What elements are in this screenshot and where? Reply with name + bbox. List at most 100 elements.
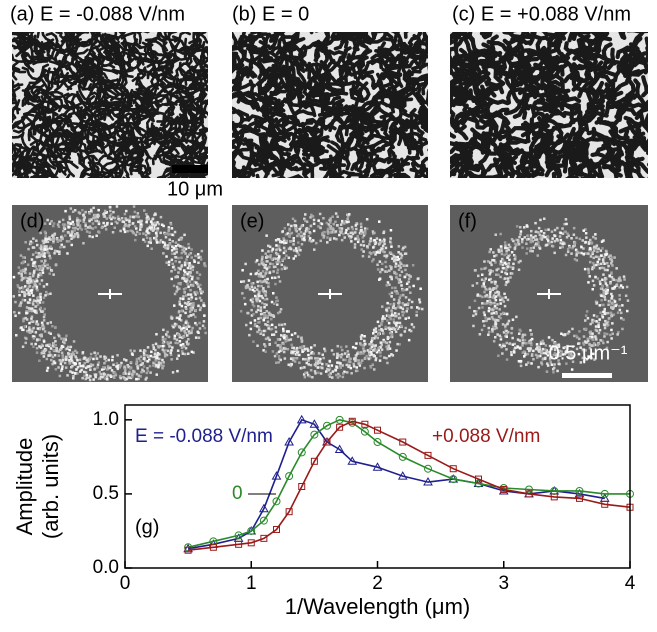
fft-dot	[183, 345, 186, 348]
stripe	[648, 142, 657, 153]
fft-dot	[278, 351, 281, 354]
fft-dot	[92, 207, 95, 210]
stripe	[0, 139, 9, 153]
fft-dot	[272, 292, 275, 295]
fft-dot	[571, 328, 574, 331]
fft-dot	[329, 228, 332, 231]
fft-dot	[62, 354, 65, 357]
fft-dot	[258, 275, 261, 278]
fft-dot	[398, 258, 401, 261]
fft-dot	[175, 260, 178, 263]
fft-dot	[527, 353, 530, 356]
fft-dot	[28, 329, 31, 332]
fft-dot	[71, 365, 74, 368]
fft-dot	[187, 286, 190, 289]
fft-dot	[178, 354, 181, 357]
fft-dot	[190, 298, 193, 301]
fft-dot	[313, 248, 316, 251]
fft-dot	[485, 277, 488, 280]
fft-dot	[298, 362, 301, 365]
fft-dot	[262, 334, 265, 337]
stripe	[591, 26, 604, 34]
fft-dot	[407, 302, 410, 305]
fft-dot	[269, 263, 272, 266]
fft-dot	[245, 324, 248, 327]
stripe	[217, 45, 229, 56]
fft-dot	[389, 318, 392, 321]
fft-dot	[344, 359, 347, 362]
fft-dot	[66, 374, 69, 377]
fft-dot	[44, 260, 47, 263]
fft-dot	[89, 375, 92, 378]
fft-dot	[99, 371, 102, 374]
fft-dot	[75, 368, 78, 371]
fft-dot	[290, 248, 293, 251]
fft-dot	[515, 316, 518, 319]
fft-dot	[264, 272, 267, 275]
fft-dot	[530, 362, 533, 365]
fft-dot	[353, 363, 356, 366]
fft-dot	[88, 235, 91, 238]
stripe	[439, 147, 450, 162]
fft-dot	[177, 282, 180, 285]
fft-dot	[171, 253, 174, 256]
fft-dot	[255, 273, 258, 276]
fft-dot	[481, 274, 484, 277]
fft-dot	[22, 299, 25, 302]
stripe	[242, 178, 250, 195]
fft-dot	[192, 304, 195, 307]
fft-dot	[327, 228, 330, 231]
fft-dot	[333, 353, 336, 356]
fft-dot	[130, 361, 133, 364]
fft-dot	[360, 229, 363, 232]
fft-dot	[379, 271, 382, 274]
fft-dot	[48, 255, 51, 258]
fft-dot	[66, 240, 69, 243]
fft-dot	[168, 345, 171, 348]
fft-dot	[64, 210, 67, 213]
fft-dot	[72, 221, 75, 224]
fft-dot	[372, 258, 375, 261]
fft-dot	[257, 309, 260, 312]
stripe	[243, 182, 262, 186]
fft-dot	[172, 371, 175, 374]
fft-dot	[146, 360, 149, 363]
fft-dot	[578, 338, 581, 341]
fft-dot	[381, 263, 384, 266]
fft-dot	[111, 359, 114, 362]
fft-dot	[404, 269, 407, 272]
fft-dot	[176, 339, 179, 342]
fft-dot	[625, 295, 628, 298]
stripe	[463, 178, 472, 194]
fft-dot	[492, 270, 495, 273]
fft-dot	[619, 298, 622, 301]
fft-dot	[39, 294, 42, 297]
fft-dot	[510, 332, 513, 335]
fft-dot	[616, 283, 619, 286]
fft-dot	[35, 251, 38, 254]
fft-dot	[317, 372, 320, 375]
fft-dot	[112, 211, 115, 214]
stripe	[356, 15, 360, 32]
fft-dot	[39, 272, 42, 275]
stripe	[265, 178, 284, 184]
fft-dot	[331, 364, 334, 367]
fft-dot	[386, 342, 389, 345]
fft-dot	[419, 301, 422, 304]
fft-dot	[45, 344, 48, 347]
fft-dot	[517, 338, 520, 341]
fft-dot	[183, 234, 186, 237]
fft-dot	[276, 271, 279, 274]
fft-dot	[24, 241, 27, 244]
fft-dot	[87, 365, 90, 368]
fft-dot	[164, 338, 167, 341]
fft-dot	[309, 349, 312, 352]
stripe	[650, 114, 652, 134]
fft-dot	[329, 360, 332, 363]
fft-dot	[399, 317, 402, 320]
stripe	[0, 123, 7, 141]
fft-dot	[202, 304, 205, 307]
fft-dot	[164, 233, 167, 236]
fft-dot	[396, 292, 399, 295]
fft-dot	[615, 279, 618, 282]
